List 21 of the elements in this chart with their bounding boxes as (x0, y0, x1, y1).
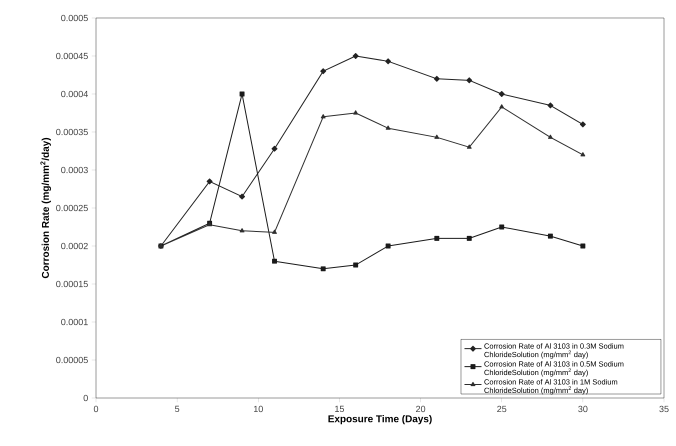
x-tick-label: 25 (497, 406, 506, 412)
x-tick-label: 0 (94, 406, 98, 412)
y-tick-label: 0.0004 (61, 90, 88, 98)
x-axis-title: Exposure Time (Days) (328, 414, 432, 424)
x-tick-label: 20 (416, 406, 426, 412)
y-tick-label: 0.0003 (61, 166, 88, 174)
y-tick-label: 0.00015 (56, 280, 88, 288)
y-tick-label: 0.00045 (56, 52, 88, 60)
x-tick-label: 10 (254, 406, 263, 412)
y-axis-title: Corrosion Rate (mg/mm$^{2}$/day) (40, 138, 51, 278)
y-tick-label: 0.0001 (61, 318, 88, 326)
x-tick-label: 30 (578, 406, 588, 412)
x-tick-label: 15 (335, 406, 344, 412)
y-tick-label: 0.00025 (56, 204, 88, 212)
x-tick-label: 5 (175, 406, 180, 412)
y-tick-label: 0.0005 (61, 14, 88, 22)
y-tick-label: 0.00035 (56, 128, 88, 136)
y-tick-label: 0.0002 (61, 242, 88, 250)
x-tick-label: 35 (659, 406, 669, 412)
y-tick-label: 0.00005 (56, 356, 88, 364)
y-tick-label: 0 (84, 394, 88, 402)
